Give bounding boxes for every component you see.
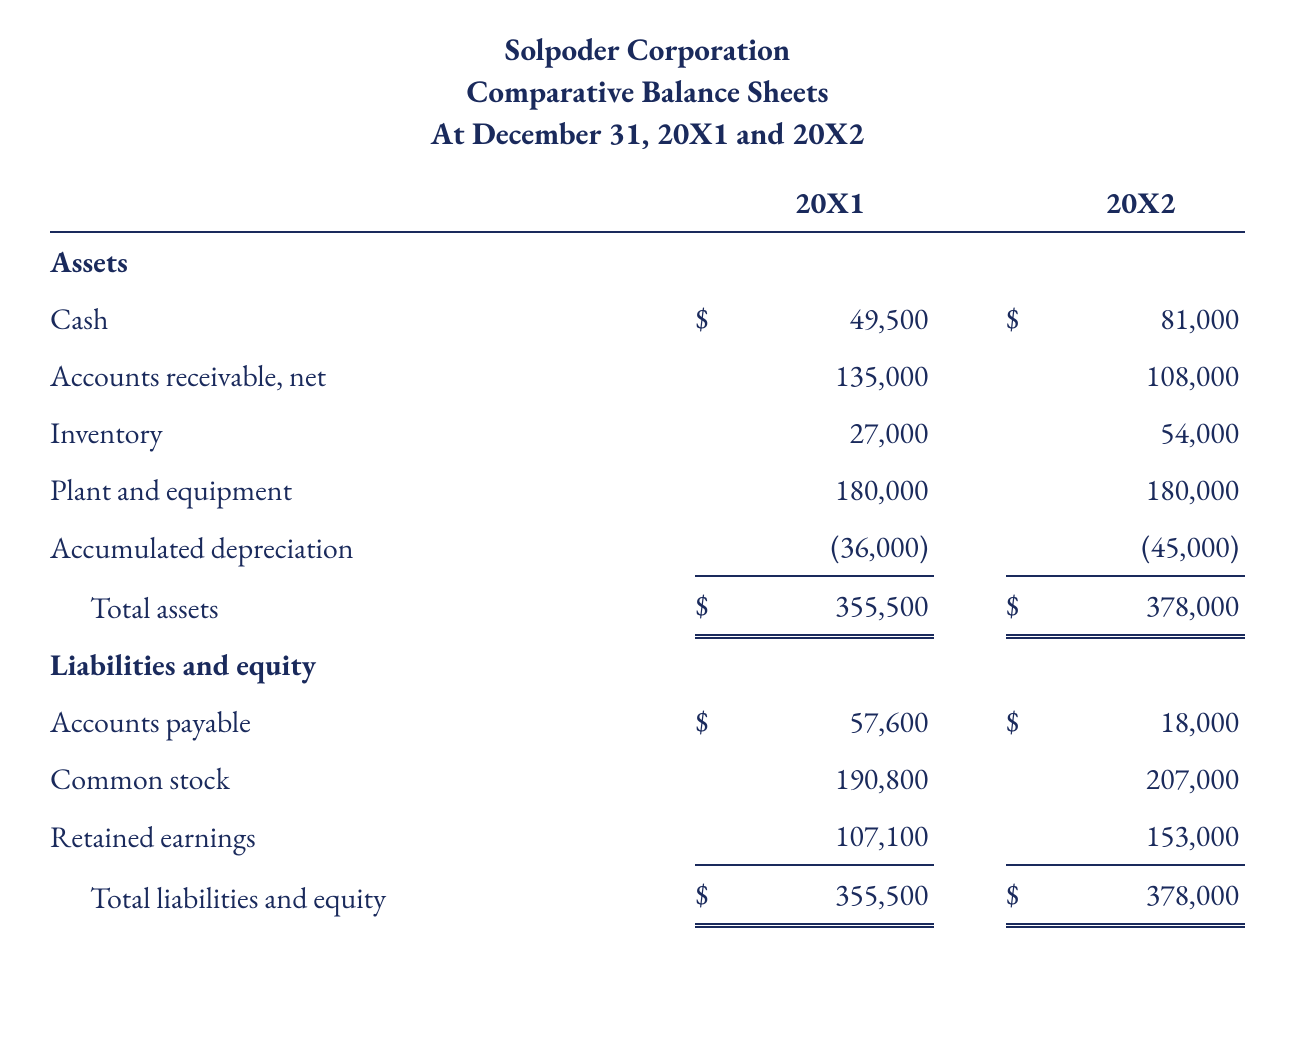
row-label: Total assets xyxy=(50,576,695,637)
currency-symbol: $ xyxy=(1006,290,1042,347)
currency-symbol: $ xyxy=(695,693,731,750)
value-year2: 153,000 xyxy=(1042,807,1245,865)
row-label: Retained earnings xyxy=(50,807,695,865)
section-heading-liabilities-equity: Liabilities and equity xyxy=(50,636,1245,693)
value-year2: 81,000 xyxy=(1042,290,1245,347)
currency-symbol: $ xyxy=(1006,693,1042,750)
liab-equity-heading: Liabilities and equity xyxy=(50,636,695,693)
row-accounts-receivable: Accounts receivable, net 135,000 108,000 xyxy=(50,347,1245,404)
value-year1: 135,000 xyxy=(731,347,934,404)
currency-symbol: $ xyxy=(695,290,731,347)
title-company: Solpoder Corporation xyxy=(50,30,1245,72)
value-year2: 54,000 xyxy=(1042,404,1245,461)
value-year1: 57,600 xyxy=(731,693,934,750)
section-heading-assets: Assets xyxy=(50,232,1245,290)
row-accumulated-depreciation: Accumulated depreciation (36,000) (45,00… xyxy=(50,518,1245,576)
value-year1: 355,500 xyxy=(731,576,934,637)
row-label: Accounts receivable, net xyxy=(50,347,695,404)
value-year2: 18,000 xyxy=(1042,693,1245,750)
value-year1: 27,000 xyxy=(731,404,934,461)
balance-sheet-table: 20X1 20X2 Assets Cash $ 49,500 $ 81,000 … xyxy=(50,174,1245,929)
value-year1: (36,000) xyxy=(731,518,934,576)
value-year2: (45,000) xyxy=(1042,518,1245,576)
row-label: Plant and equipment xyxy=(50,461,695,518)
row-retained-earnings: Retained earnings 107,100 153,000 xyxy=(50,807,1245,865)
assets-heading: Assets xyxy=(50,232,695,290)
value-year2: 207,000 xyxy=(1042,750,1245,807)
value-year2: 378,000 xyxy=(1042,865,1245,926)
currency-symbol: $ xyxy=(695,576,731,637)
row-total-liabilities-equity: Total liabilities and equity $ 355,500 $… xyxy=(50,865,1245,926)
row-accounts-payable: Accounts payable $ 57,600 $ 18,000 xyxy=(50,693,1245,750)
row-label: Total liabilities and equity xyxy=(50,865,695,926)
row-plant-equipment: Plant and equipment 180,000 180,000 xyxy=(50,461,1245,518)
currency-symbol: $ xyxy=(695,865,731,926)
row-common-stock: Common stock 190,800 207,000 xyxy=(50,750,1245,807)
row-inventory: Inventory 27,000 54,000 xyxy=(50,404,1245,461)
value-year1: 180,000 xyxy=(731,461,934,518)
value-year1: 49,500 xyxy=(731,290,934,347)
value-year2: 180,000 xyxy=(1042,461,1245,518)
value-year1: 355,500 xyxy=(731,865,934,926)
row-total-assets: Total assets $ 355,500 $ 378,000 xyxy=(50,576,1245,637)
row-label: Accumulated depreciation xyxy=(50,518,695,576)
value-year1: 107,100 xyxy=(731,807,934,865)
currency-symbol: $ xyxy=(1006,865,1042,926)
row-label: Common stock xyxy=(50,750,695,807)
title-block: Solpoder Corporation Comparative Balance… xyxy=(50,30,1245,156)
col-header-year2: 20X2 xyxy=(1042,174,1245,232)
col-header-year1: 20X1 xyxy=(731,174,934,232)
value-year1: 190,800 xyxy=(731,750,934,807)
row-label: Cash xyxy=(50,290,695,347)
row-label: Inventory xyxy=(50,404,695,461)
title-statement: Comparative Balance Sheets xyxy=(50,72,1245,114)
value-year2: 378,000 xyxy=(1042,576,1245,637)
table-header-row: 20X1 20X2 xyxy=(50,174,1245,232)
row-cash: Cash $ 49,500 $ 81,000 xyxy=(50,290,1245,347)
currency-symbol: $ xyxy=(1006,576,1042,637)
row-label: Accounts payable xyxy=(50,693,695,750)
balance-sheet: Solpoder Corporation Comparative Balance… xyxy=(50,30,1245,928)
value-year2: 108,000 xyxy=(1042,347,1245,404)
title-period: At December 31, 20X1 and 20X2 xyxy=(50,114,1245,156)
